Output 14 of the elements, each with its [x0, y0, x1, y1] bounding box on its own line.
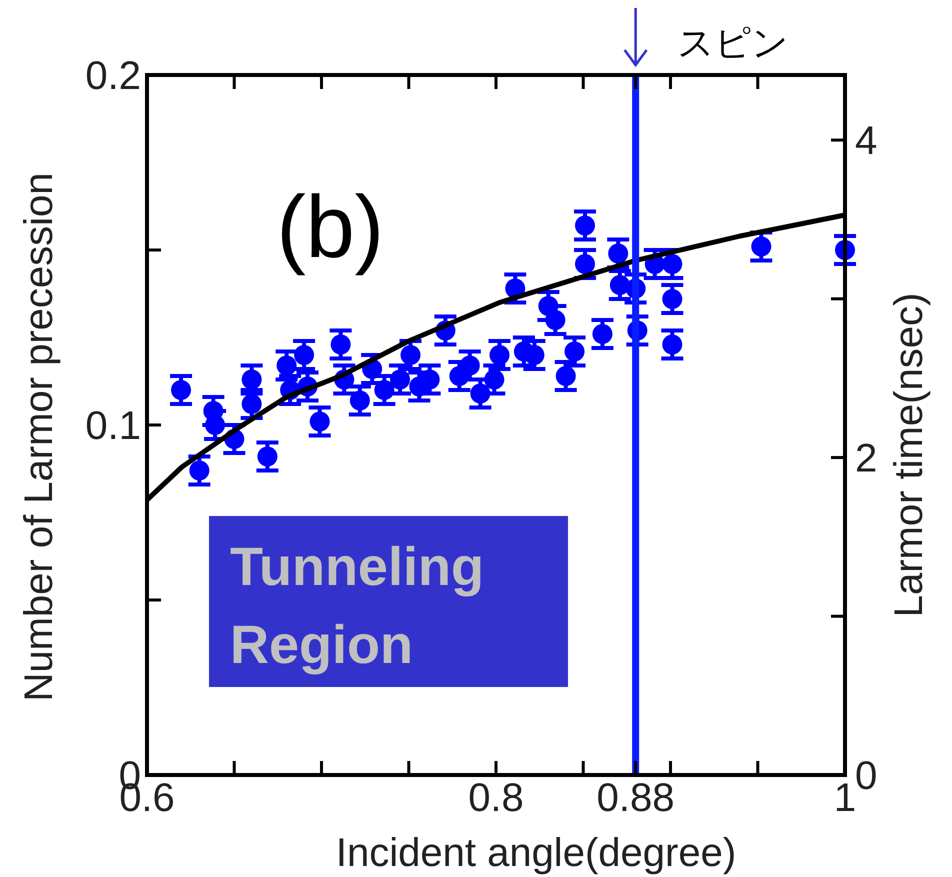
annotation: (b): [276, 177, 384, 276]
ref-line-label: スピン: [678, 23, 789, 64]
y2-tick-label: 0: [855, 754, 878, 798]
y-axis-title: Number of Larmor precession: [17, 172, 61, 702]
x-axis-title: Incident angle(degree): [336, 831, 736, 875]
annotation: Tunneling Region: [230, 537, 484, 675]
x-tick-label: 1: [834, 776, 856, 820]
y-tick-label: 0.1: [85, 404, 141, 448]
y2-tick-label: 4: [855, 119, 878, 164]
y2-axis-title: Larmor time(nsec): [887, 292, 931, 618]
x-tick-label: 0.8: [468, 776, 524, 820]
y2-tick-label: 2: [855, 436, 878, 481]
x-tick-label: 0.88: [596, 776, 675, 820]
y-tick-label: 0.2: [85, 54, 141, 98]
